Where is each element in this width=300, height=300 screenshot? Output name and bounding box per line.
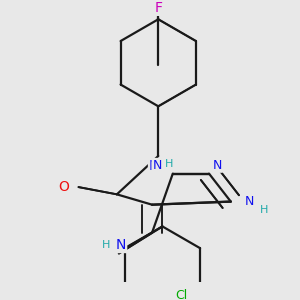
Text: O: O	[58, 180, 70, 194]
Text: H: H	[164, 159, 173, 169]
Text: N: N	[149, 159, 159, 173]
Text: F: F	[154, 1, 162, 15]
Text: N: N	[245, 195, 254, 208]
Text: N: N	[153, 159, 162, 172]
Text: H: H	[102, 240, 111, 250]
Text: N: N	[116, 238, 126, 252]
Text: H: H	[260, 205, 268, 215]
Text: Cl: Cl	[175, 289, 188, 300]
Text: N: N	[213, 159, 222, 172]
